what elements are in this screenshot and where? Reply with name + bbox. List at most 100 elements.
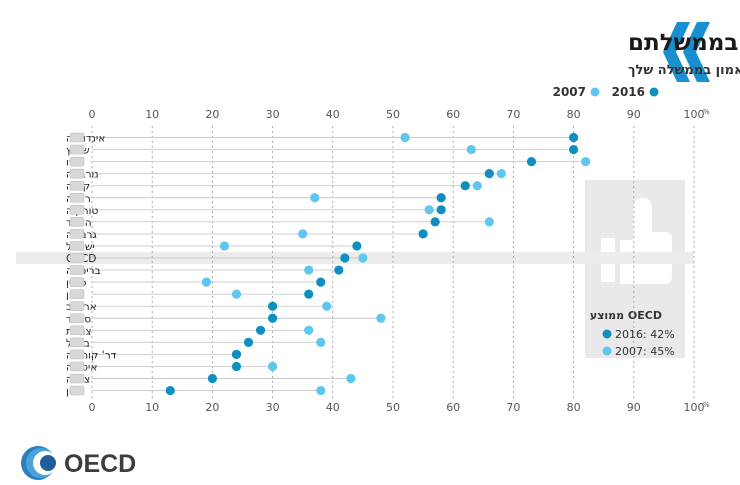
point-2007 (466, 144, 476, 155)
country-flag-icon (69, 385, 85, 396)
oecd-box-marker-2016 (602, 329, 612, 339)
point-2007 (298, 229, 308, 239)
x-tick-label-bottom: 100 (684, 401, 705, 414)
x-tick-label-bottom: 80 (567, 401, 581, 414)
point-2007 (310, 193, 320, 203)
x-unit-label-top: % (703, 108, 710, 116)
point-2007 (496, 169, 506, 179)
x-tick-label-bottom: 0 (89, 401, 96, 414)
x-tick-label-top: 70 (506, 108, 520, 121)
point-2016 (334, 265, 344, 275)
point-2007 (316, 337, 326, 347)
country-flag-icon (69, 229, 85, 239)
legend-marker-2007 (590, 87, 600, 97)
country-flag-icon (69, 277, 85, 287)
country-flag-icon (69, 289, 85, 299)
point-2007 (346, 373, 356, 384)
country-flag-icon (69, 168, 85, 179)
oecd-box-title: ממוצע OECD (590, 309, 662, 322)
x-tick-label-bottom: 30 (266, 401, 280, 414)
point-2016 (255, 325, 266, 335)
oecd-average-box: ממוצע OECD 2016: 42% 2007: 45% (585, 180, 685, 358)
point-2016 (484, 169, 494, 179)
point-2007 (316, 385, 326, 396)
chart-title: מידת האמון של האזרחים בממשלתם (628, 30, 740, 56)
chart-subtitle: שיעור המשיבים (באחוזים) ב"כן" על השאלה –… (628, 63, 740, 78)
country-flag-icon (69, 180, 85, 191)
point-2007 (304, 265, 314, 275)
point-2007 (358, 253, 368, 263)
x-tick-label-top: 20 (205, 108, 219, 121)
x-tick-label-top: 0 (89, 108, 96, 121)
point-2016 (165, 385, 175, 396)
point-2016 (460, 181, 470, 191)
point-2007 (268, 361, 278, 372)
country-flag-icon (69, 325, 85, 336)
oecd-box-value-2007: 2007: 45% (615, 345, 675, 358)
x-tick-label-top: 90 (627, 108, 641, 121)
country-flag-icon (69, 337, 85, 348)
point-2016 (268, 313, 278, 323)
x-tick-label-top: 80 (567, 108, 581, 121)
country-flag-icon (69, 265, 85, 275)
point-2007 (219, 241, 230, 251)
country-flag-icon (69, 253, 85, 263)
point-2007 (424, 205, 434, 215)
point-2016 (268, 301, 278, 311)
plot-area: 0 10 20 30 40 50 60 70 80 90 100% 0 10 20 30 40 50 60 70 80… (16, 108, 710, 414)
legend-marker-2016 (649, 87, 659, 97)
point-2016 (569, 132, 579, 143)
country-flag-icon (69, 313, 85, 323)
point-2007 (376, 313, 386, 323)
point-2007 (581, 157, 591, 167)
x-tick-label-bottom: 90 (627, 401, 641, 414)
legend: 2016 2007 (553, 85, 659, 99)
country-flag-icon (69, 144, 85, 155)
x-tick-label-top: 50 (386, 108, 400, 121)
point-2007 (472, 181, 482, 191)
point-2016 (304, 289, 314, 299)
country-flag-icon (69, 193, 85, 203)
point-2016 (316, 277, 326, 287)
country-flag-icon (69, 217, 85, 227)
point-2016 (340, 253, 350, 263)
legend-label-2007: 2007 (553, 85, 586, 99)
oecd-box-value-2016: 2016: 42% (615, 328, 675, 341)
point-2016 (231, 361, 242, 372)
point-2007 (304, 325, 314, 335)
point-2016 (352, 241, 362, 251)
country-flag-icon (69, 373, 85, 384)
point-2007 (231, 289, 242, 299)
oecd-chevron-icon (663, 22, 710, 82)
x-tick-label-bottom: 40 (326, 401, 340, 414)
point-2007 (201, 277, 211, 287)
point-2016 (526, 157, 537, 167)
point-2007 (400, 132, 410, 143)
globe-icon (21, 446, 57, 480)
oecd-box-marker-2007 (602, 346, 612, 356)
x-tick-label-bottom: 10 (145, 401, 159, 414)
x-tick-label-top: 30 (266, 108, 280, 121)
point-2007 (484, 217, 494, 227)
point-2016 (430, 217, 440, 227)
x-tick-label-top: 100 (684, 108, 705, 121)
country-flag-icon (69, 132, 85, 143)
point-2016 (231, 349, 242, 359)
country-flag-icon (69, 349, 85, 360)
country-flag-icon (69, 361, 85, 372)
point-2016 (569, 144, 579, 155)
x-tick-label-bottom: 60 (446, 401, 460, 414)
legend-label-2016: 2016 (612, 85, 645, 99)
point-2016 (207, 373, 217, 384)
x-tick-label-top: 60 (446, 108, 460, 121)
point-2007 (322, 301, 332, 311)
point-2016 (243, 337, 254, 347)
point-2016 (436, 193, 446, 203)
country-flag-icon (69, 301, 85, 311)
oecd-logo: OECD (21, 446, 136, 480)
x-unit-label-bottom: % (703, 401, 710, 409)
x-tick-label-top: 40 (326, 108, 340, 121)
point-2016 (436, 205, 446, 215)
country-flag-icon (69, 205, 85, 215)
